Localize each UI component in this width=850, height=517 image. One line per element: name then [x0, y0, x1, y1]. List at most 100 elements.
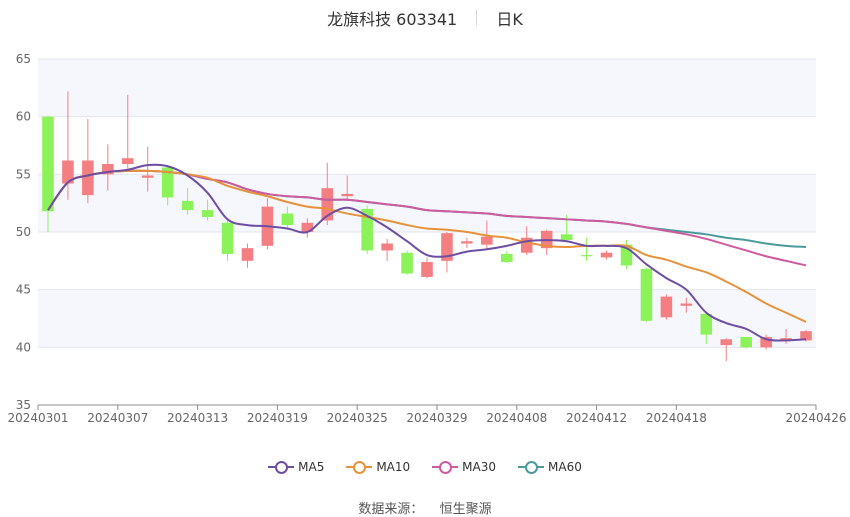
candle	[720, 338, 733, 362]
x-axis: 20240301 20240307 20240313 20240319 20240325…	[7, 404, 847, 425]
candle-body	[501, 253, 513, 262]
legend-label: MA60	[548, 460, 582, 474]
candle-body	[241, 248, 254, 261]
ma-line-ma5	[47, 163, 807, 342]
plot-band	[38, 116, 816, 175]
candle-body	[62, 160, 74, 184]
plot-band	[38, 289, 816, 348]
x-tick-label: 20240313	[167, 411, 228, 425]
y-tick-label: 50	[16, 225, 31, 239]
title-divider	[476, 10, 478, 26]
x-tick-label: 20240325	[327, 411, 388, 425]
source-label: 数据来源：	[358, 502, 424, 517]
candle	[680, 297, 693, 313]
chart-title-bar: 龙旗科技 603341 日K	[0, 6, 850, 29]
candle-body	[780, 338, 792, 341]
x-tick-label: 20240408	[486, 411, 547, 425]
candle	[241, 243, 254, 268]
candle-body	[700, 313, 713, 335]
candle-body	[441, 233, 453, 261]
candle	[201, 199, 214, 221]
y-tick-label: 45	[16, 283, 31, 297]
candle-body	[201, 210, 214, 218]
candle	[361, 205, 373, 254]
candle-body	[800, 331, 812, 341]
candle-body	[181, 200, 194, 211]
candle-body	[600, 252, 613, 258]
legend-item-ma5[interactable]: MA5	[268, 458, 324, 476]
candle-body	[560, 234, 573, 241]
candle-body	[680, 303, 693, 306]
candle-body	[520, 237, 533, 253]
legend-item-ma60[interactable]: MA60	[518, 458, 582, 476]
candle-body	[141, 175, 154, 178]
x-tick-label: 20240307	[87, 411, 148, 425]
candle	[381, 238, 393, 261]
candle-body	[421, 261, 433, 277]
legend-item-ma10[interactable]: MA10	[346, 458, 410, 476]
plot-band	[38, 59, 816, 117]
candle-body	[620, 244, 633, 266]
y-tick-label: 40	[16, 340, 31, 354]
legend-swatch-icon	[268, 461, 295, 474]
candle	[740, 336, 752, 349]
y-tick-label: 65	[16, 52, 31, 66]
legend-swatch-icon	[346, 461, 373, 474]
x-tick-label: 20240412	[566, 411, 627, 425]
candle	[281, 206, 294, 230]
candle	[461, 237, 473, 249]
candle-body	[281, 213, 294, 226]
candle-body	[660, 296, 673, 318]
y-axis: 35 40 45 50 55 60 65	[16, 52, 31, 412]
candle	[181, 188, 194, 215]
candle-body	[720, 339, 733, 346]
legend-label: MA5	[298, 460, 325, 474]
candle	[141, 146, 154, 192]
candle	[121, 94, 134, 169]
y-tick-label: 55	[16, 167, 31, 181]
candle	[341, 175, 353, 201]
candle	[580, 237, 593, 261]
candle-body	[301, 222, 314, 232]
candle-body	[82, 160, 94, 196]
plot-band	[38, 347, 816, 405]
data-source: 数据来源： 恒生聚源	[0, 498, 850, 517]
candle	[600, 250, 613, 260]
x-tick-label: 20240301	[7, 411, 68, 425]
candle-body	[341, 193, 353, 197]
candle-body	[121, 158, 134, 164]
candle	[102, 144, 114, 191]
candle	[221, 220, 234, 261]
candle	[441, 232, 453, 273]
source-value: 恒生聚源	[439, 502, 492, 517]
candle	[760, 334, 772, 350]
candle-body	[361, 208, 373, 251]
x-tick-label: 20240426	[785, 411, 846, 425]
moving-average-lines	[47, 163, 807, 342]
y-tick-label: 35	[16, 398, 31, 412]
candle-body	[42, 116, 54, 212]
plot-band	[38, 174, 816, 232]
legend-item-ma30[interactable]: MA30	[432, 458, 496, 476]
legend-label: MA30	[462, 460, 497, 474]
legend: MA5 MA10 MA30 MA60	[0, 458, 850, 476]
legend-swatch-icon	[518, 461, 545, 474]
legend-swatch-icon	[432, 461, 459, 474]
candle	[42, 115, 54, 232]
candle-body	[740, 336, 752, 348]
candle-body	[381, 243, 393, 251]
candle-body	[401, 252, 413, 274]
x-tick-label: 20240319	[247, 411, 308, 425]
ma-line-ma10	[47, 169, 807, 323]
candle	[700, 312, 713, 344]
candle	[401, 250, 413, 275]
candle-body	[161, 167, 174, 198]
x-tick-label: 20240418	[646, 411, 707, 425]
candle	[501, 250, 513, 264]
candle-body	[760, 336, 772, 348]
candle-body	[640, 268, 653, 321]
candle-body	[102, 163, 114, 175]
chart-period: 日K	[496, 10, 523, 29]
chart-title: 龙旗科技 603341	[327, 10, 458, 29]
